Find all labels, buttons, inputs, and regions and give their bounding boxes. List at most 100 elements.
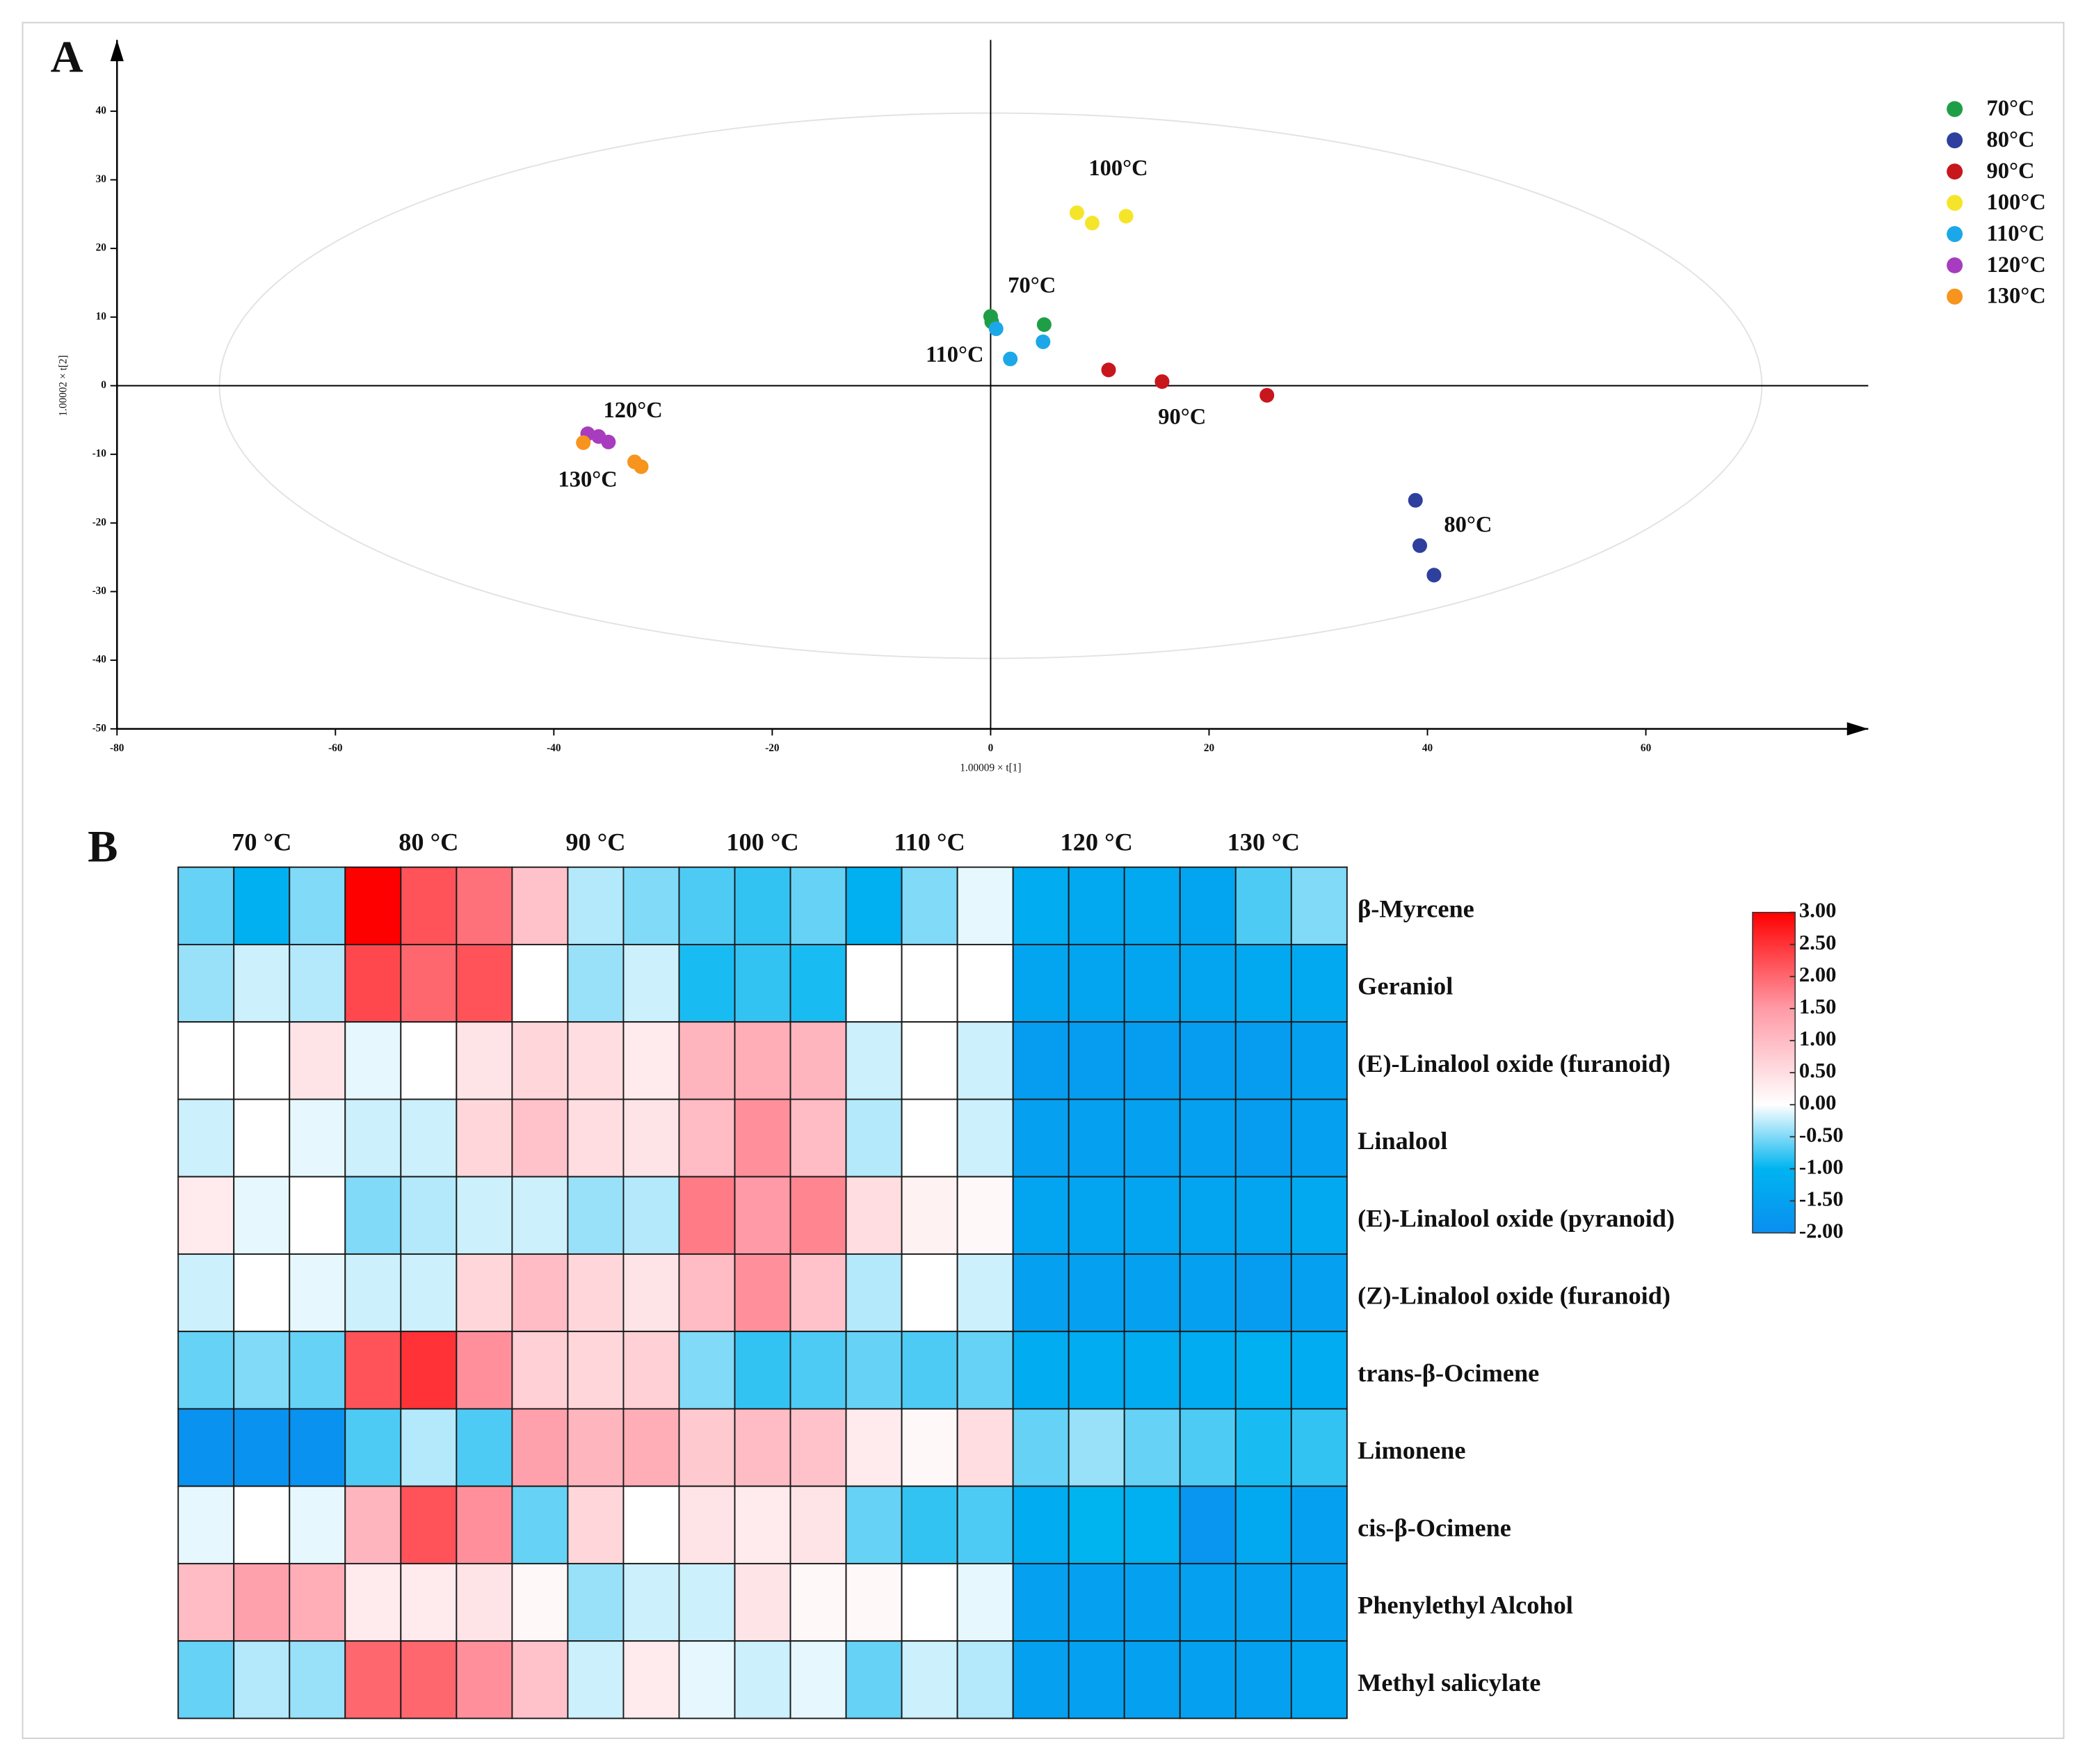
cell — [511, 1562, 569, 1642]
cell — [233, 1098, 291, 1178]
cell — [456, 866, 513, 945]
point — [1259, 387, 1275, 403]
cell — [956, 1253, 1014, 1333]
legend-label: 110°C — [1987, 221, 2045, 246]
cell — [456, 1331, 513, 1410]
cell — [1068, 1253, 1125, 1333]
cell — [233, 1640, 291, 1719]
y-tick-label: 30 — [96, 173, 107, 185]
cell — [567, 943, 625, 1023]
cell — [678, 1485, 736, 1564]
legend-marker — [1947, 226, 1963, 242]
row-label: (E)-Linalool oxide (furanoid) — [1358, 1050, 1671, 1077]
cell — [177, 1176, 235, 1255]
cell — [289, 1640, 346, 1719]
cell — [567, 1562, 625, 1642]
cell — [1234, 1408, 1292, 1487]
legend-label: 120°C — [1987, 252, 2046, 278]
cell — [845, 1562, 903, 1642]
cell — [1123, 1331, 1181, 1410]
cell — [289, 1021, 346, 1100]
point — [1412, 538, 1428, 553]
y-tick-label: -50 — [92, 722, 107, 734]
cell — [400, 1331, 458, 1410]
cell — [845, 1331, 903, 1410]
cell — [845, 1485, 903, 1564]
cell — [1290, 1485, 1348, 1564]
cell — [678, 1331, 736, 1410]
cell — [233, 1485, 291, 1564]
cell — [456, 943, 513, 1023]
x-tick-label: -60 — [328, 742, 343, 754]
column-label: 110 °C — [894, 828, 965, 856]
point — [1426, 568, 1442, 583]
cell — [1234, 1098, 1292, 1178]
column-label: 130 °C — [1227, 828, 1300, 856]
point — [1118, 209, 1134, 224]
cell — [344, 1485, 402, 1564]
cell — [289, 866, 346, 945]
cell — [956, 866, 1014, 945]
legend-label: 100°C — [1987, 190, 2046, 215]
colorbar-label: -0.50 — [1799, 1123, 1844, 1146]
annotation: 90°C — [1158, 405, 1206, 430]
cell — [956, 1098, 1014, 1178]
cell — [344, 1331, 402, 1410]
row-label: Geraniol — [1358, 972, 1453, 1000]
cell — [456, 1485, 513, 1564]
cell — [901, 943, 958, 1023]
legend-label: 90°C — [1987, 159, 2035, 184]
cell — [1012, 1331, 1070, 1410]
cell — [845, 1021, 903, 1100]
cell — [177, 943, 235, 1023]
cell — [400, 1098, 458, 1178]
arrow — [1846, 722, 1869, 736]
cell — [400, 943, 458, 1023]
cell — [678, 1562, 736, 1642]
cell — [1068, 1485, 1125, 1564]
legend-marker — [1947, 195, 1963, 211]
cell — [1123, 866, 1181, 945]
cell — [901, 1331, 958, 1410]
column-label: 100 °C — [726, 828, 798, 856]
cell — [678, 943, 736, 1023]
cell — [789, 1021, 847, 1100]
legend-marker — [1947, 288, 1963, 305]
annotation: 100°C — [1088, 156, 1148, 181]
cell — [789, 1485, 847, 1564]
cell — [233, 1331, 291, 1410]
cell — [1012, 1021, 1070, 1100]
cell — [511, 1021, 569, 1100]
colorbar-label: 0.00 — [1799, 1091, 1837, 1114]
cell — [1123, 1021, 1181, 1100]
x-tick-label: -20 — [765, 742, 780, 754]
point — [1003, 351, 1018, 367]
column-label: 80 °C — [399, 828, 458, 856]
cell — [289, 1562, 346, 1642]
cell — [789, 1331, 847, 1410]
cell — [622, 1408, 680, 1487]
arrow — [110, 40, 124, 61]
cell — [456, 1176, 513, 1255]
cell — [1290, 1562, 1348, 1642]
cell — [456, 1408, 513, 1487]
panel-label: A — [51, 32, 83, 82]
cell — [1290, 1408, 1348, 1487]
cell — [567, 1331, 625, 1410]
cell — [734, 1176, 791, 1255]
cell — [344, 1408, 402, 1487]
column-label: 90 °C — [565, 828, 625, 856]
x-tick-label: 60 — [1641, 742, 1652, 754]
cell — [734, 943, 791, 1023]
cell — [1179, 1640, 1237, 1719]
legend-label: 80°C — [1987, 127, 2035, 152]
x-tick-label: 0 — [988, 742, 994, 754]
cell — [567, 1640, 625, 1719]
cell — [233, 1408, 291, 1487]
cell — [1179, 866, 1237, 945]
row-label: trans-β-Ocimene — [1358, 1359, 1539, 1387]
cell — [1234, 1331, 1292, 1410]
annotation: 70°C — [1008, 273, 1056, 298]
cell — [734, 1253, 791, 1333]
cell — [734, 1331, 791, 1410]
